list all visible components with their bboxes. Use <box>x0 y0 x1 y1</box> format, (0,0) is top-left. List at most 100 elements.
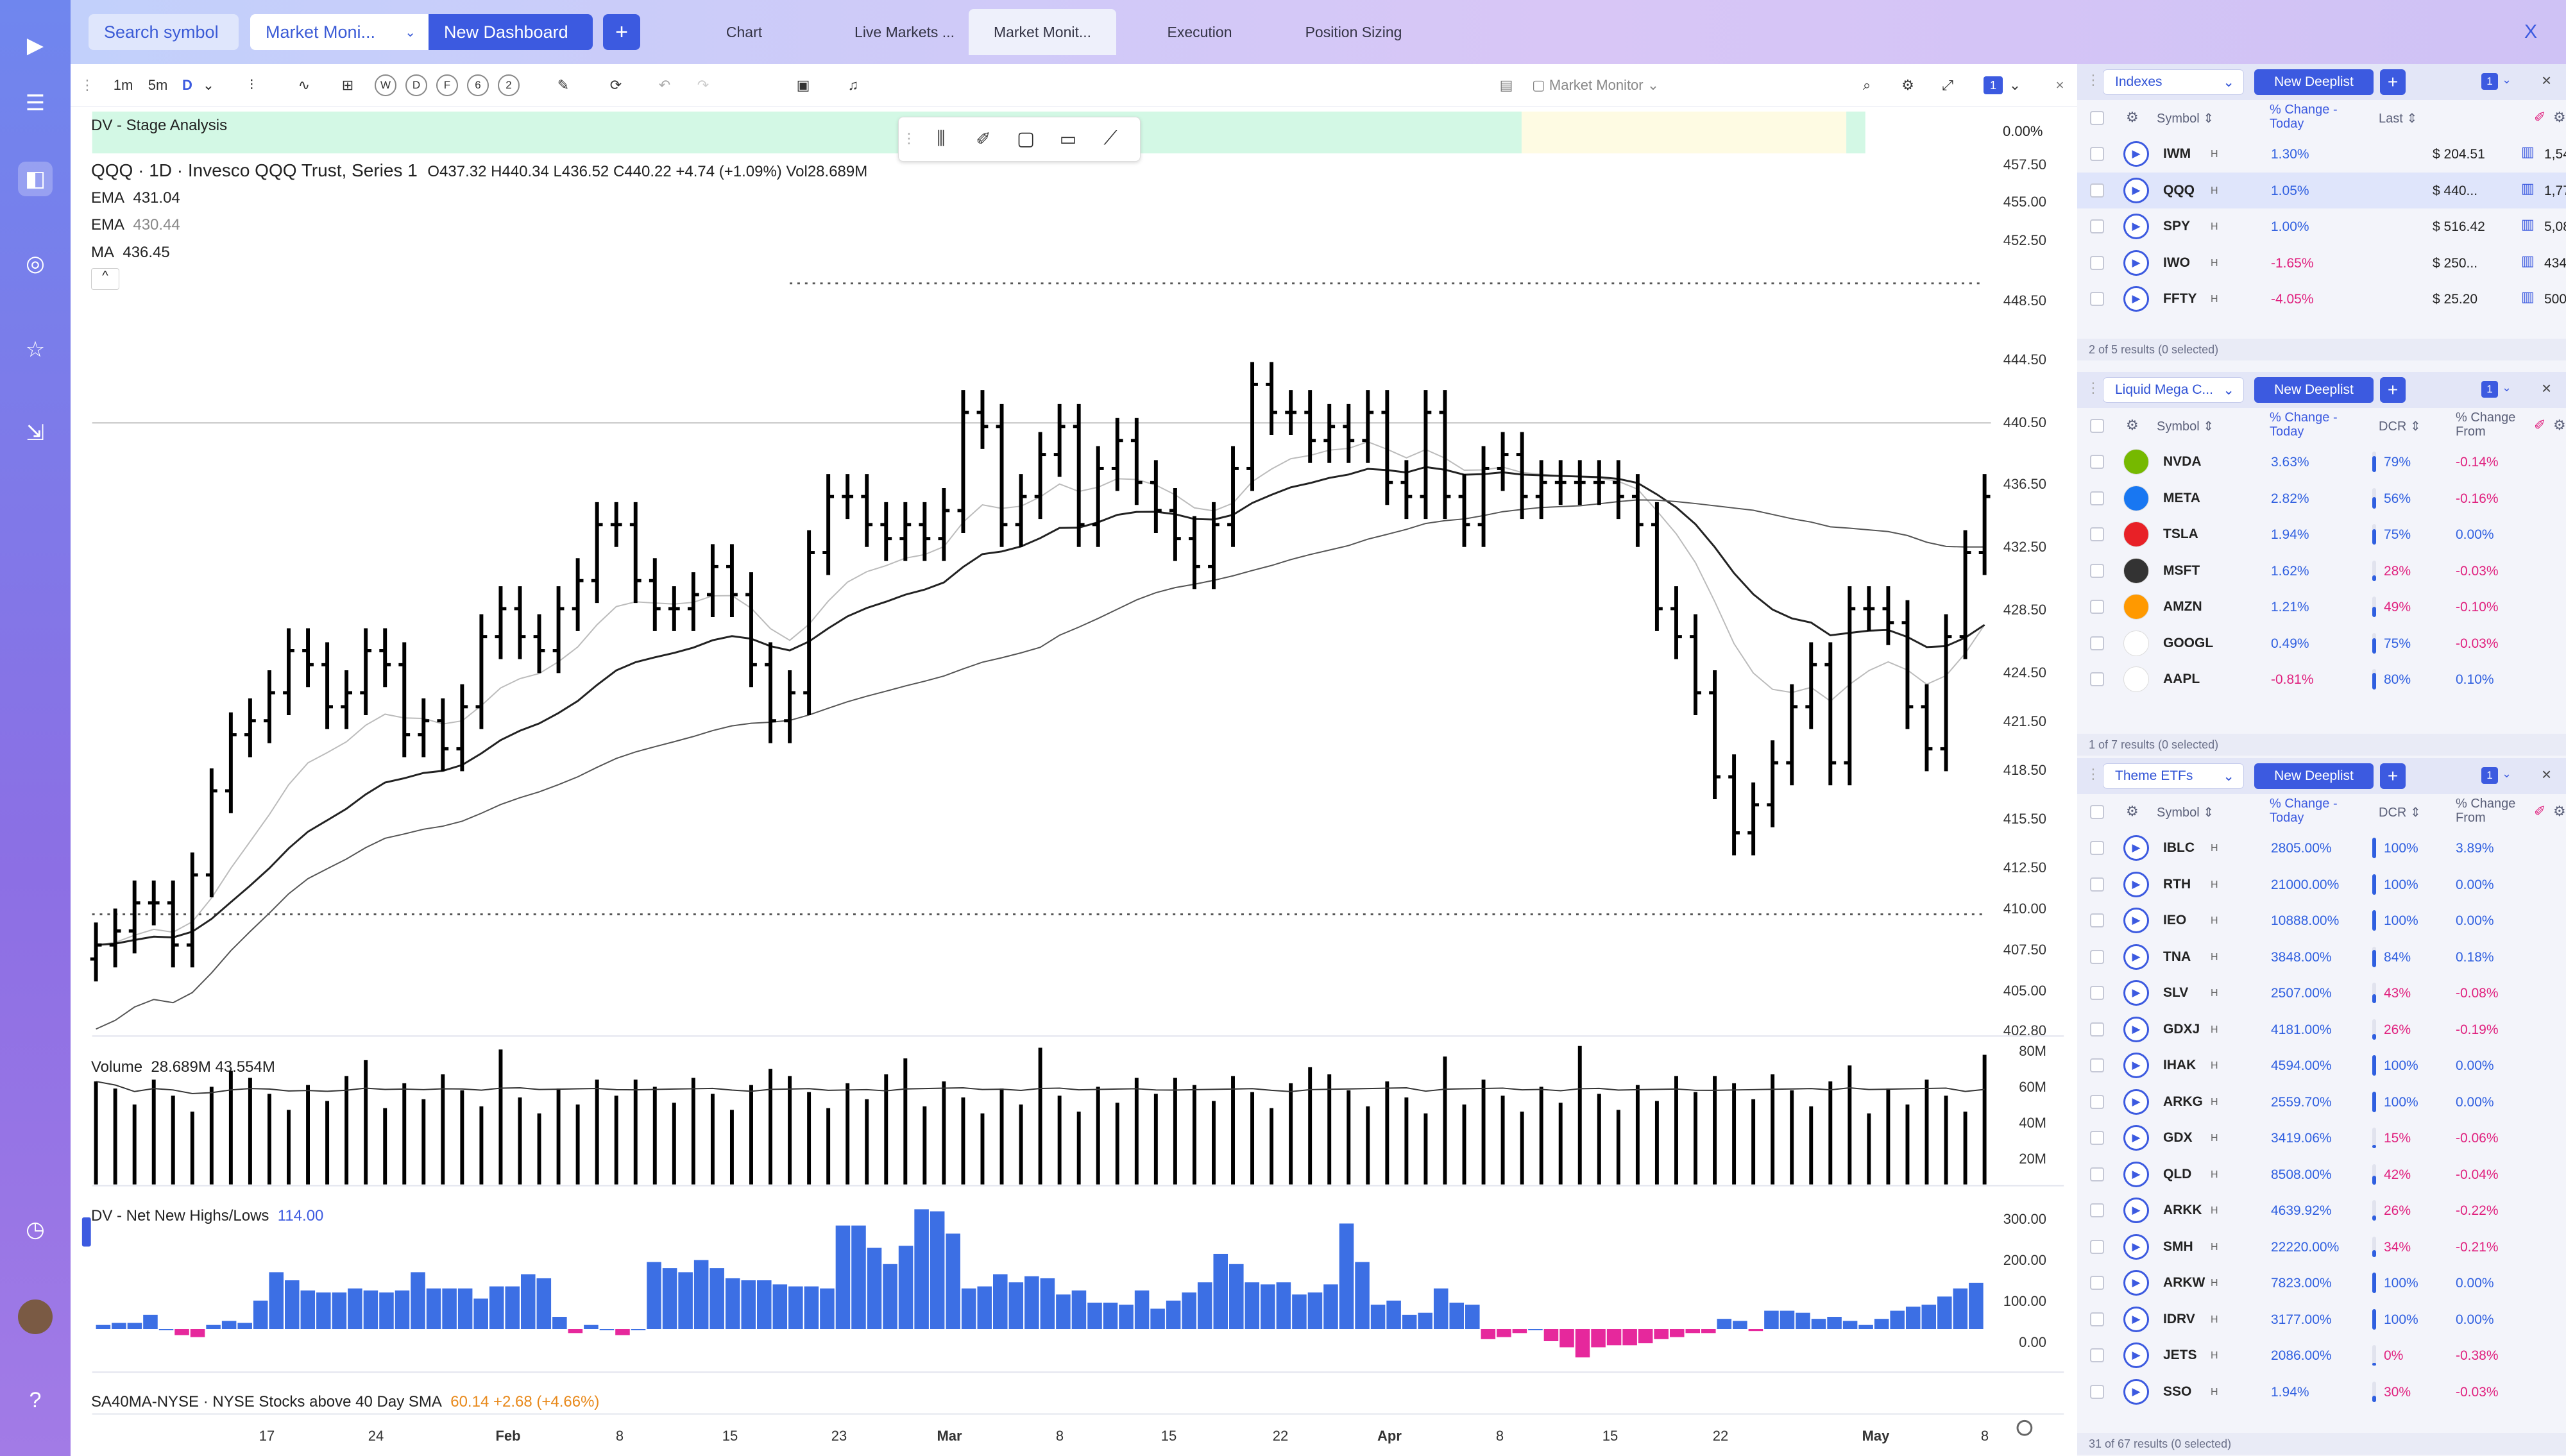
watchlist-row[interactable]: NVDA 3.63% 79% -0.14% <box>2077 444 2566 480</box>
row-checkbox[interactable] <box>2090 255 2104 270</box>
add-watchlist-button[interactable]: + <box>2380 377 2406 403</box>
window-badge[interactable]: 1 <box>1984 76 2003 94</box>
pencil-icon[interactable]: ✎ <box>557 77 570 93</box>
add-dashboard-button[interactable]: + <box>603 14 640 50</box>
col-symbol[interactable]: Symbol ⇕ <box>2157 112 2214 126</box>
row-symbol[interactable]: GDX <box>2163 1130 2193 1145</box>
row-symbol[interactable]: GDXJ <box>2163 1021 2200 1037</box>
watchlist-row[interactable]: META 2.82% 56% -0.16% <box>2077 480 2566 516</box>
row-checkbox[interactable] <box>2090 1203 2104 1217</box>
layout-select[interactable]: ▢ Market Monitor ⌄ <box>1532 73 1724 97</box>
play-icon[interactable]: ▶ <box>2123 871 2149 897</box>
tab-live-markets[interactable]: Live Markets ... <box>854 23 955 40</box>
play-icon[interactable]: ▶ <box>2123 1270 2149 1296</box>
eraser-icon[interactable]: ✐ <box>2534 803 2546 819</box>
col-change-from[interactable]: % Change From <box>2456 411 2516 439</box>
tab-chart[interactable]: Chart <box>726 23 763 40</box>
play-icon[interactable]: ▶ <box>2123 944 2149 970</box>
col-change-from[interactable]: % Change From <box>2456 797 2516 825</box>
alert-bell-icon[interactable]: ♫ <box>847 77 859 93</box>
watchlist-row[interactable]: ▶ IWM H 1.30% $ 204.51 ▥ 1,54 <box>2077 136 2566 172</box>
chevron-down-icon[interactable]: ⌄ <box>2502 73 2512 86</box>
watchlist-row[interactable]: AMZN 1.21% 49% -0.10% <box>2077 589 2566 625</box>
clock-icon[interactable]: ◷ <box>26 1217 45 1242</box>
play-icon[interactable]: ▶ <box>2123 1342 2149 1368</box>
interval-d[interactable]: D <box>182 77 192 93</box>
watchlist-row[interactable]: ▶ TNA H 3848.00% 84% 0.18% <box>2077 939 2566 975</box>
close-icon[interactable]: × <box>2055 77 2064 93</box>
col-dcr[interactable]: DCR ⇕ <box>2379 806 2421 820</box>
play-icon[interactable]: ▶ <box>2123 980 2149 1006</box>
dashboard-select[interactable]: Market Moni... ⌄ <box>250 14 429 50</box>
undo-icon[interactable]: ↶ <box>658 77 671 93</box>
play-icon[interactable]: ▶ <box>2123 1088 2149 1115</box>
row-checkbox[interactable] <box>2090 563 2104 578</box>
fullscreen-icon[interactable]: ⤢ <box>1942 77 1953 93</box>
bar-chart-icon[interactable]: ▥ <box>2521 180 2535 196</box>
row-checkbox[interactable] <box>2090 636 2104 650</box>
row-checkbox[interactable] <box>2090 986 2104 1000</box>
col-symbol[interactable]: Symbol ⇕ <box>2157 419 2214 434</box>
row-symbol[interactable]: SLV <box>2163 985 2189 1000</box>
grid-icon[interactable]: ⊞ <box>341 77 354 93</box>
send-icon[interactable]: ⇲ <box>26 421 45 445</box>
row-symbol[interactable]: QQQ <box>2163 182 2195 198</box>
close-icon[interactable]: X <box>2524 21 2537 42</box>
gear-icon[interactable]: ⚙ <box>2553 803 2566 819</box>
play-icon[interactable]: ▶ <box>2123 908 2149 933</box>
play-icon[interactable]: ▶ <box>2123 1161 2149 1187</box>
row-checkbox[interactable] <box>2090 600 2104 614</box>
watchlist-select[interactable]: Theme ETFs ⌄ <box>2103 763 2244 789</box>
compare-icon[interactable]: ∿ <box>298 77 310 93</box>
watchlist-row[interactable]: ▶ GDXJ H 4181.00% 26% -0.19% <box>2077 1012 2566 1047</box>
col-dcr[interactable]: DCR ⇕ <box>2379 419 2421 434</box>
rectangle-tool-icon[interactable]: ▢ <box>1016 128 1035 149</box>
watchlist-row[interactable]: ▶ SSO H 1.94% 30% -0.03% <box>2077 1374 2566 1410</box>
row-symbol[interactable]: ARKK <box>2163 1203 2202 1217</box>
row-symbol[interactable]: SSO <box>2163 1384 2192 1399</box>
redo-icon[interactable]: ↷ <box>697 77 709 93</box>
row-checkbox[interactable] <box>2090 491 2104 505</box>
watchlist-badge[interactable]: 1 <box>2481 767 2498 784</box>
play-icon[interactable]: ▶ <box>2123 1378 2149 1405</box>
gear-icon[interactable]: ⚙ <box>2126 803 2139 819</box>
row-symbol[interactable]: TSLA <box>2163 527 2198 541</box>
row-symbol[interactable]: IDRV <box>2163 1311 2195 1326</box>
watchlist-row[interactable]: ▶ ARKG H 2559.70% 100% 0.00% <box>2077 1084 2566 1120</box>
row-checkbox[interactable] <box>2090 1276 2104 1290</box>
row-symbol[interactable]: GOOGL <box>2163 635 2214 650</box>
row-symbol[interactable]: IWO <box>2163 255 2190 270</box>
play-icon[interactable]: ▶ <box>2123 1053 2149 1078</box>
save-icon[interactable]: ▣ <box>796 77 810 93</box>
gear-icon[interactable]: ⚙ <box>1901 77 1914 93</box>
play-icon[interactable]: ▶ <box>2123 250 2149 276</box>
row-checkbox[interactable] <box>2090 877 2104 892</box>
row-symbol[interactable]: QLD <box>2163 1166 2192 1181</box>
add-watchlist-button[interactable]: + <box>2380 69 2406 95</box>
new-deeplist-button[interactable]: New Deeplist <box>2254 377 2374 403</box>
zoom-icon[interactable]: ⌕ <box>1862 77 1871 93</box>
watchlist-row[interactable]: ▶ ARKK H 4639.92% 26% -0.22% <box>2077 1192 2566 1228</box>
row-symbol[interactable]: SMH <box>2163 1239 2193 1254</box>
watchlist-row[interactable]: ▶ SMH H 22220.00% 34% -0.21% <box>2077 1229 2566 1265</box>
row-checkbox[interactable] <box>2090 672 2104 686</box>
select-all-checkbox[interactable] <box>2090 419 2104 433</box>
eraser-icon[interactable]: ✐ <box>2534 109 2546 125</box>
close-icon[interactable]: × <box>2542 378 2552 398</box>
row-checkbox[interactable] <box>2090 1239 2104 1254</box>
drag-handle-icon[interactable]: ⋮ <box>902 130 916 146</box>
gear-icon[interactable]: ⚙ <box>2126 417 2139 433</box>
watchlist-row[interactable]: ▶ IWO H -1.65% $ 250... ▥ 434 <box>2077 245 2566 281</box>
collapse-legend-button[interactable]: ^ <box>91 268 119 290</box>
close-icon[interactable]: × <box>2542 765 2552 784</box>
row-symbol[interactable]: AMZN <box>2163 599 2202 614</box>
dashboard-icon[interactable]: ◧ <box>18 162 53 196</box>
select-all-checkbox[interactable] <box>2090 805 2104 819</box>
row-symbol[interactable]: ARKW <box>2163 1275 2205 1290</box>
col-last[interactable]: Last ⇕ <box>2379 112 2418 126</box>
row-checkbox[interactable] <box>2090 219 2104 233</box>
row-symbol[interactable]: TNA <box>2163 949 2191 964</box>
row-checkbox[interactable] <box>2090 913 2104 927</box>
play-icon[interactable]: ▶ <box>2123 1125 2149 1151</box>
col-change[interactable]: % Change - Today <box>2270 411 2338 439</box>
